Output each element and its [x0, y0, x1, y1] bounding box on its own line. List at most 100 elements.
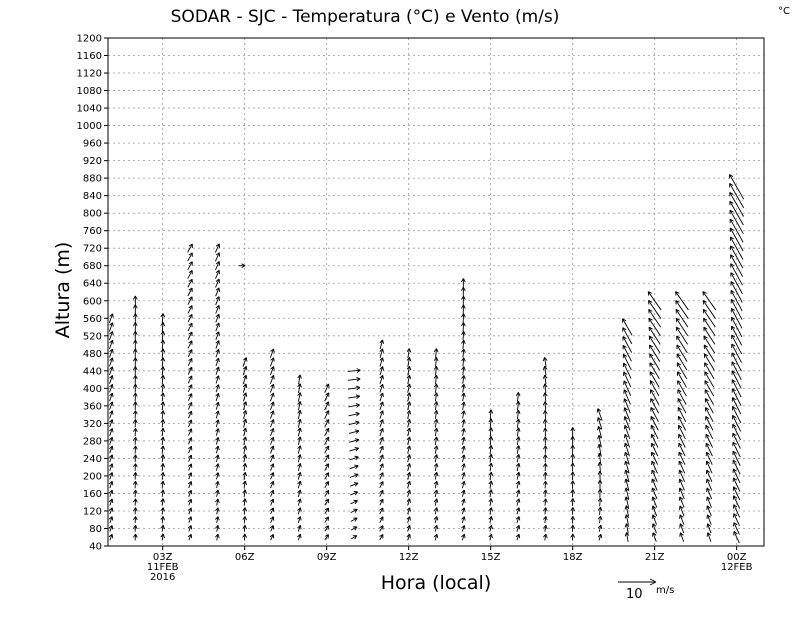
wind-vector-head-left	[297, 507, 301, 511]
wind-vector	[348, 385, 361, 391]
wind-vector-head-right	[650, 407, 655, 411]
wind-vector-shaft	[216, 516, 219, 524]
wind-vector-shaft	[435, 374, 437, 385]
wind-vector-shaft	[732, 477, 741, 492]
wind-vector	[187, 305, 193, 314]
wind-vector-head-left	[269, 516, 274, 520]
wind-vector	[160, 330, 166, 341]
wind-vector	[648, 317, 661, 337]
wind-vector-head-left	[324, 507, 329, 511]
wind-vector	[624, 469, 630, 483]
wind-vector-shaft	[379, 507, 384, 515]
wind-vector	[187, 322, 193, 332]
wind-vector-head-left	[515, 445, 520, 449]
wind-vector-shaft	[733, 504, 741, 518]
wind-vector-head-right	[733, 495, 738, 499]
wind-vector	[648, 300, 662, 319]
wind-vector	[570, 427, 575, 437]
wind-vector	[297, 489, 302, 498]
wind-vector	[433, 357, 439, 367]
wind-vector-head-left	[325, 401, 329, 405]
wind-vector	[433, 392, 439, 402]
wind-vector-head-left	[488, 471, 492, 476]
wind-vector-shaft	[109, 348, 113, 358]
wind-vector	[133, 507, 138, 515]
wind-vector-head-left	[597, 515, 601, 520]
wind-vector-head-right	[707, 505, 711, 509]
wind-vector	[379, 348, 384, 358]
wind-vector-shaft	[379, 339, 384, 350]
wind-vector	[269, 366, 275, 376]
wind-vector	[650, 407, 659, 423]
wind-vector	[651, 460, 658, 474]
wind-vector-head-left	[160, 366, 164, 370]
wind-vector-head-left	[242, 516, 246, 520]
wind-vector-shaft	[324, 410, 330, 419]
wind-vector-head-right	[706, 496, 711, 500]
wind-vector-head-right	[625, 496, 630, 501]
wind-vector-head-right	[675, 291, 680, 294]
wind-vector	[623, 433, 631, 448]
wind-vector-shaft	[161, 481, 164, 489]
wind-vector	[732, 423, 741, 441]
wind-vector-shaft	[188, 472, 192, 480]
wind-vector-head-right	[162, 489, 165, 494]
wind-vector	[160, 463, 166, 471]
wind-vector-shaft	[730, 308, 743, 329]
wind-vector	[297, 374, 302, 385]
wind-vector-head-right	[518, 392, 521, 397]
wind-vector-shaft	[407, 392, 411, 402]
wind-vector	[406, 472, 412, 480]
wind-vector-head-right	[463, 481, 466, 486]
wind-vector	[108, 516, 114, 524]
wind-vector-head-right	[409, 366, 412, 371]
wind-vector-shaft	[109, 498, 113, 506]
wind-vector-shaft	[597, 408, 603, 421]
wind-vector	[215, 392, 220, 402]
wind-vector-shaft	[243, 534, 246, 541]
wind-vector	[160, 472, 166, 480]
wind-vector-head-left	[461, 516, 465, 520]
wind-vector	[160, 454, 166, 463]
wind-vector-head-left	[354, 464, 359, 467]
wind-vector-shaft	[677, 380, 687, 397]
wind-vector-head-left	[160, 533, 164, 538]
wind-vector	[188, 445, 193, 454]
wind-vector-shaft	[348, 395, 360, 399]
wind-vector-head-right	[677, 362, 681, 366]
wind-vector-head-right	[218, 393, 220, 398]
wind-vector-shaft	[434, 392, 438, 402]
wind-vector	[187, 463, 193, 471]
wind-vector	[297, 436, 302, 446]
wind-vector	[729, 200, 744, 226]
wind-vector-head-left	[515, 489, 520, 494]
wind-vector	[215, 357, 220, 367]
wind-vector-head-left	[570, 471, 574, 476]
y-tick-label: 520	[83, 331, 102, 342]
wind-vector	[242, 427, 248, 437]
wind-vector-shaft	[270, 534, 274, 541]
wind-vector	[730, 281, 743, 303]
wind-vector-head-right	[356, 378, 361, 382]
wind-vector	[597, 515, 603, 524]
wind-vector	[706, 487, 713, 500]
wind-vector	[678, 487, 685, 500]
wind-vector-head-left	[406, 454, 411, 458]
wind-vector-head-left	[215, 349, 220, 353]
wind-vector-head-right	[572, 453, 576, 458]
wind-vector	[675, 300, 689, 319]
wind-vector	[623, 389, 631, 405]
reference-vector-unit: m/s	[656, 585, 674, 596]
wind-vector-head-right	[730, 254, 735, 258]
wind-vector-head-left	[543, 463, 546, 468]
wind-vector-head-left	[355, 403, 360, 406]
wind-vector-shaft	[215, 384, 219, 393]
wind-vector-head-left	[188, 349, 193, 353]
wind-vector-head-right	[733, 531, 738, 535]
wind-vector-head-left	[109, 410, 113, 414]
wind-vector-head-left	[109, 313, 113, 317]
wind-vector	[596, 408, 603, 421]
wind-vector	[406, 533, 411, 541]
wind-vector-shaft	[407, 463, 411, 471]
wind-vector	[433, 410, 439, 419]
